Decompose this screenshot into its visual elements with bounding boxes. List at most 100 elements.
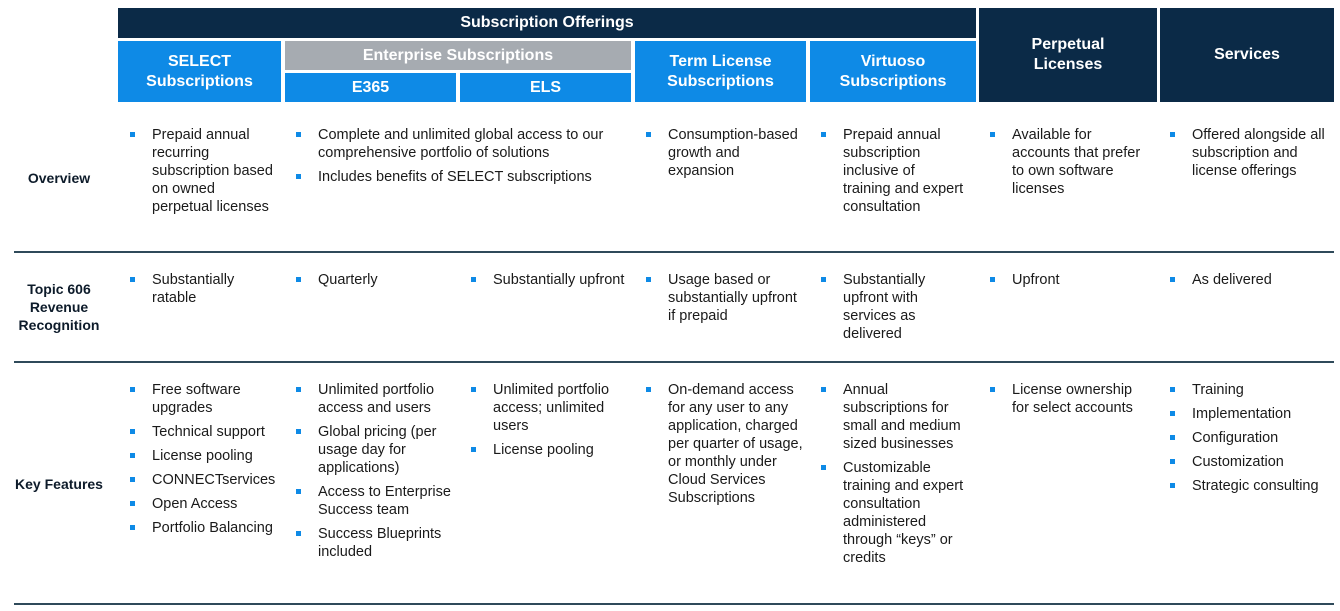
bullet-list: Offered alongside all subscription and l… [1168, 126, 1330, 180]
header-term-label: Term License Subscriptions [667, 52, 774, 90]
cell-key-features-els: Unlimited portfolio access; unlimited us… [469, 381, 629, 465]
bullet-item: Annual subscriptions for small and mediu… [819, 381, 969, 453]
bullet-item: Access to Enterprise Success team [294, 483, 454, 519]
bullet-list: Consumption-based growth and expansion [644, 126, 804, 180]
bullet-item: Substantially upfront [469, 271, 629, 289]
bullet-list: Upfront [988, 271, 1153, 289]
bullet-item: Technical support [128, 423, 283, 441]
cell-overview-services: Offered alongside all subscription and l… [1168, 126, 1330, 186]
bullet-item: Free software upgrades [128, 381, 283, 417]
cell-overview-term: Consumption-based growth and expansion [644, 126, 804, 186]
bullet-item: Global pricing (per usage day for applic… [294, 423, 454, 477]
cell-topic606-select: Substantially ratable [128, 271, 278, 313]
bullet-item: Quarterly [294, 271, 454, 289]
header-subscription-offerings: Subscription Offerings [118, 8, 976, 38]
row-label-key-features-text: Key Features [15, 475, 103, 492]
bullet-list: Training Implementation Configuration Cu… [1168, 381, 1330, 495]
bullet-item: Strategic consulting [1168, 477, 1330, 495]
bullet-list: As delivered [1168, 271, 1330, 289]
bullet-item: Implementation [1168, 405, 1330, 423]
bullet-list: Unlimited portfolio access and users Glo… [294, 381, 454, 561]
bullet-item: Open Access [128, 495, 283, 513]
bullet-list: Substantially upfront [469, 271, 629, 289]
bullet-list: Complete and unlimited global access to … [294, 126, 629, 186]
bullet-item: Consumption-based growth and expansion [644, 126, 804, 180]
bullet-item: Prepaid annual recurring subscription ba… [128, 126, 278, 216]
bullet-item: Usage based or substantially upfront if … [644, 271, 804, 325]
header-perpetual-label: Perpetual Licenses [1031, 36, 1105, 73]
header-select-subscriptions: SELECT Subscriptions [118, 41, 281, 102]
header-enterprise-subscriptions: Enterprise Subscriptions [285, 41, 631, 70]
cell-key-features-e365: Unlimited portfolio access and users Glo… [294, 381, 454, 567]
row-label-topic606: Topic 606 Revenue Recognition [0, 253, 118, 361]
header-els-label: ELS [529, 78, 562, 96]
bullet-item: Customization [1168, 453, 1330, 471]
bullet-item: Unlimited portfolio access; unlimited us… [469, 381, 629, 435]
bullet-item: Substantially ratable [128, 271, 278, 307]
cell-topic606-services: As delivered [1168, 271, 1330, 295]
row-label-key-features: Key Features [0, 363, 118, 604]
cell-topic606-e365: Quarterly [294, 271, 454, 295]
bullet-list: Unlimited portfolio access; unlimited us… [469, 381, 629, 459]
bullet-list: Free software upgrades Technical support… [128, 381, 283, 537]
row-label-overview: Overview [0, 105, 118, 251]
bullet-list: Prepaid annual recurring subscription ba… [128, 126, 278, 216]
bullet-list: Substantially upfront with services as d… [819, 271, 964, 343]
bullet-item: Complete and unlimited global access to … [294, 126, 629, 162]
bullet-list: Annual subscriptions for small and mediu… [819, 381, 969, 567]
row-divider [14, 251, 1334, 253]
bullet-item: Upfront [988, 271, 1153, 289]
bullet-item: Success Blueprints included [294, 525, 454, 561]
header-virtuoso-subscriptions: Virtuoso Subscriptions [810, 41, 976, 102]
bullet-item: Unlimited portfolio access and users [294, 381, 454, 417]
header-subscription-offerings-label: Subscription Offerings [460, 14, 634, 31]
bullet-item: Portfolio Balancing [128, 519, 283, 537]
row-divider [14, 361, 1334, 363]
bullet-item: Prepaid annual subscription inclusive of… [819, 126, 964, 216]
row-divider [14, 603, 1334, 605]
cell-overview-enterprise: Complete and unlimited global access to … [294, 126, 629, 192]
cell-overview-select: Prepaid annual recurring subscription ba… [128, 126, 278, 222]
header-virtuoso-label: Virtuoso Subscriptions [839, 52, 947, 90]
bullet-list: Quarterly [294, 271, 454, 289]
bullet-list: License ownership for select accounts [988, 381, 1153, 417]
header-select-label: SELECT Subscriptions [146, 52, 253, 90]
bullet-item: Training [1168, 381, 1330, 399]
header-term-license-subscriptions: Term License Subscriptions [635, 41, 806, 102]
bullet-item: As delivered [1168, 271, 1330, 289]
cell-key-features-term: On-demand access for any user to any app… [644, 381, 804, 513]
bullet-item: Substantially upfront with services as d… [819, 271, 964, 343]
cell-topic606-perpetual: Upfront [988, 271, 1153, 295]
bullet-item: On-demand access for any user to any app… [644, 381, 804, 507]
cell-topic606-term: Usage based or substantially upfront if … [644, 271, 804, 331]
header-services: Services [1160, 8, 1334, 102]
cell-overview-virtuoso: Prepaid annual subscription inclusive of… [819, 126, 964, 222]
header-perpetual-licenses: Perpetual Licenses [979, 8, 1157, 102]
bullet-list: On-demand access for any user to any app… [644, 381, 804, 507]
bullet-item: Available for accounts that prefer to ow… [988, 126, 1153, 198]
bullet-item: Includes benefits of SELECT subscription… [294, 168, 629, 186]
cell-key-features-select: Free software upgrades Technical support… [128, 381, 283, 543]
bullet-item: License pooling [469, 441, 629, 459]
row-label-topic606-text: Topic 606 Revenue Recognition [18, 281, 100, 333]
bullet-item: License pooling [128, 447, 283, 465]
row-label-overview-text: Overview [27, 170, 91, 186]
cell-topic606-virtuoso: Substantially upfront with services as d… [819, 271, 964, 349]
cell-key-features-virtuoso: Annual subscriptions for small and mediu… [819, 381, 969, 573]
bullet-item: CONNECTservices [128, 471, 283, 489]
header-enterprise-label: Enterprise Subscriptions [362, 46, 554, 64]
cell-overview-perpetual: Available for accounts that prefer to ow… [988, 126, 1153, 204]
cell-key-features-services: Training Implementation Configuration Cu… [1168, 381, 1330, 501]
cell-key-features-perpetual: License ownership for select accounts [988, 381, 1153, 423]
bullet-list: Usage based or substantially upfront if … [644, 271, 804, 325]
bullet-list: Available for accounts that prefer to ow… [988, 126, 1153, 198]
header-services-label: Services [1214, 46, 1280, 63]
bullet-item: Configuration [1168, 429, 1330, 447]
bullet-list: Substantially ratable [128, 271, 278, 307]
cell-topic606-els: Substantially upfront [469, 271, 629, 295]
header-e365-label: E365 [351, 78, 390, 96]
bullet-list: Prepaid annual subscription inclusive of… [819, 126, 964, 216]
bullet-item: Customizable training and expert consult… [819, 459, 969, 567]
header-e365: E365 [285, 73, 456, 102]
header-els: ELS [460, 73, 631, 102]
